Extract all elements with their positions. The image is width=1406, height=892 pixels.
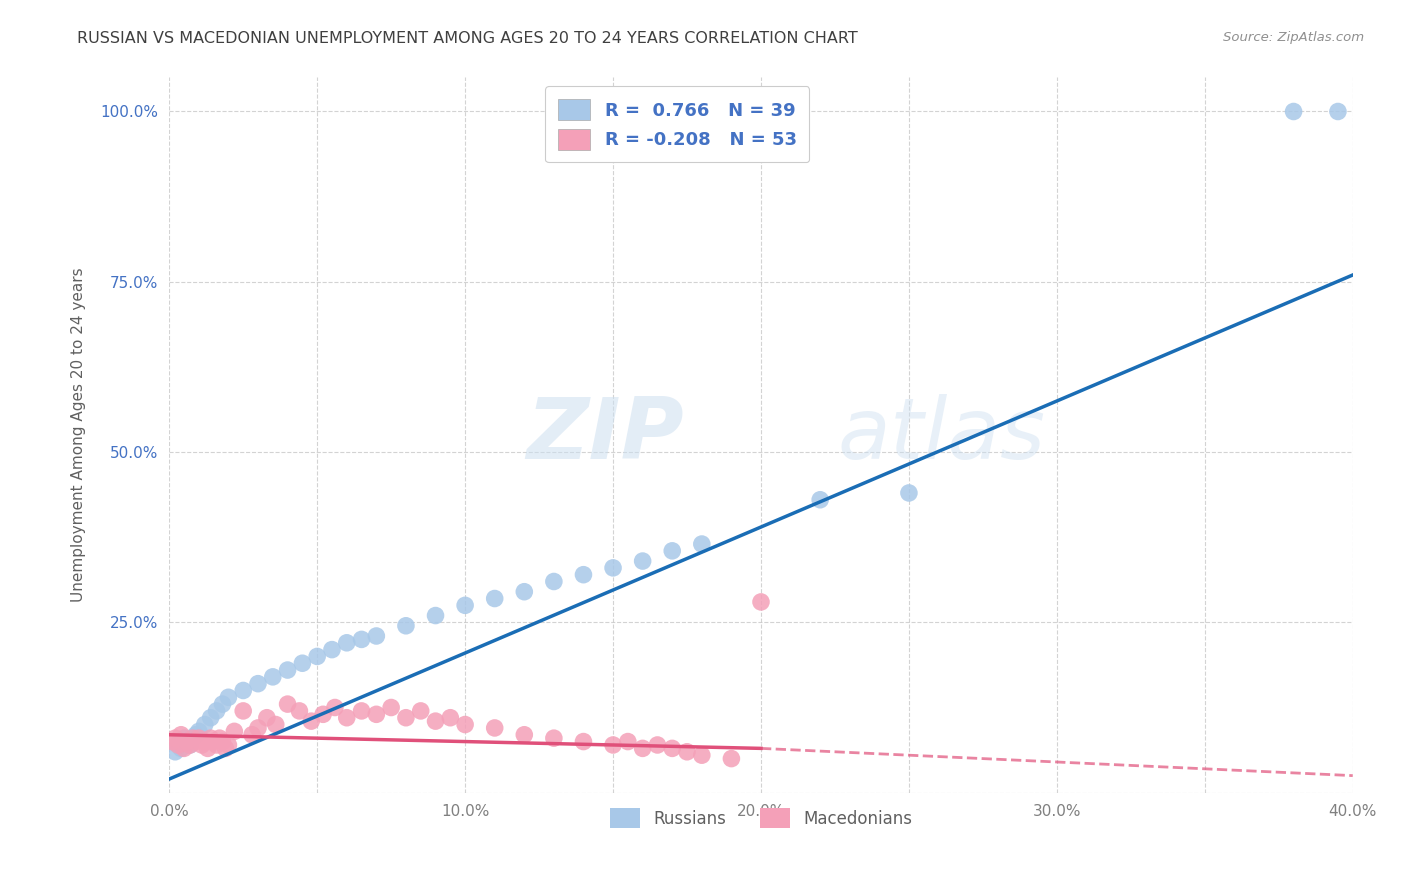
Point xyxy=(631,554,654,568)
Point xyxy=(200,711,222,725)
Point xyxy=(690,748,713,763)
Point xyxy=(217,690,239,705)
Point xyxy=(323,700,346,714)
Point xyxy=(395,619,418,633)
Point xyxy=(454,717,477,731)
Point xyxy=(366,707,388,722)
Point xyxy=(336,636,359,650)
Point xyxy=(181,731,204,746)
Point xyxy=(425,608,447,623)
Point xyxy=(350,704,373,718)
Legend: Russians, Macedonians: Russians, Macedonians xyxy=(603,802,918,834)
Point xyxy=(176,734,198,748)
Point xyxy=(307,649,329,664)
Text: RUSSIAN VS MACEDONIAN UNEMPLOYMENT AMONG AGES 20 TO 24 YEARS CORRELATION CHART: RUSSIAN VS MACEDONIAN UNEMPLOYMENT AMONG… xyxy=(77,31,858,46)
Point xyxy=(602,561,624,575)
Point xyxy=(240,728,263,742)
Point xyxy=(1327,104,1350,119)
Point xyxy=(232,704,254,718)
Point xyxy=(232,683,254,698)
Point xyxy=(224,724,246,739)
Point xyxy=(187,731,209,746)
Point xyxy=(214,741,236,756)
Point xyxy=(191,738,214,752)
Point xyxy=(208,731,231,746)
Point xyxy=(197,741,219,756)
Point xyxy=(720,751,742,765)
Point xyxy=(184,728,207,742)
Point xyxy=(200,731,222,746)
Point xyxy=(661,544,683,558)
Point xyxy=(299,714,322,728)
Point xyxy=(484,591,506,606)
Point xyxy=(572,567,595,582)
Point xyxy=(749,595,772,609)
Text: ZIP: ZIP xyxy=(526,393,685,476)
Point xyxy=(454,599,477,613)
Point xyxy=(165,745,187,759)
Point xyxy=(165,731,187,746)
Point xyxy=(194,734,217,748)
Point xyxy=(170,728,193,742)
Point xyxy=(277,697,299,711)
Point xyxy=(897,486,920,500)
Point xyxy=(247,676,270,690)
Point xyxy=(366,629,388,643)
Point xyxy=(1282,104,1305,119)
Point xyxy=(395,711,418,725)
Point xyxy=(187,724,209,739)
Point xyxy=(602,738,624,752)
Point xyxy=(211,734,233,748)
Point xyxy=(543,731,565,746)
Point xyxy=(173,731,195,746)
Point xyxy=(617,734,640,748)
Point xyxy=(179,738,201,752)
Point xyxy=(513,584,536,599)
Point xyxy=(264,717,287,731)
Point xyxy=(205,738,228,752)
Point xyxy=(336,711,359,725)
Point xyxy=(380,700,402,714)
Text: atlas: atlas xyxy=(838,393,1046,476)
Point xyxy=(808,492,831,507)
Point xyxy=(350,632,373,647)
Point xyxy=(409,704,432,718)
Point xyxy=(202,734,225,748)
Point xyxy=(160,734,183,748)
Point xyxy=(572,734,595,748)
Point xyxy=(176,734,198,748)
Point xyxy=(631,741,654,756)
Point xyxy=(425,714,447,728)
Point xyxy=(247,721,270,735)
Point xyxy=(184,734,207,748)
Point xyxy=(690,537,713,551)
Point xyxy=(256,711,278,725)
Point xyxy=(513,728,536,742)
Point xyxy=(484,721,506,735)
Point xyxy=(262,670,284,684)
Point xyxy=(647,738,669,752)
Y-axis label: Unemployment Among Ages 20 to 24 years: Unemployment Among Ages 20 to 24 years xyxy=(72,268,86,602)
Point xyxy=(181,731,204,746)
Point xyxy=(205,704,228,718)
Point xyxy=(676,745,699,759)
Point xyxy=(291,657,314,671)
Point xyxy=(321,642,343,657)
Point xyxy=(173,741,195,756)
Point xyxy=(312,707,335,722)
Text: Source: ZipAtlas.com: Source: ZipAtlas.com xyxy=(1223,31,1364,45)
Point xyxy=(211,697,233,711)
Point xyxy=(277,663,299,677)
Point xyxy=(288,704,311,718)
Point xyxy=(170,741,193,756)
Point xyxy=(217,738,239,752)
Point xyxy=(167,738,190,752)
Point xyxy=(543,574,565,589)
Point xyxy=(439,711,461,725)
Point xyxy=(194,717,217,731)
Point xyxy=(661,741,683,756)
Point xyxy=(179,738,201,752)
Point xyxy=(167,738,190,752)
